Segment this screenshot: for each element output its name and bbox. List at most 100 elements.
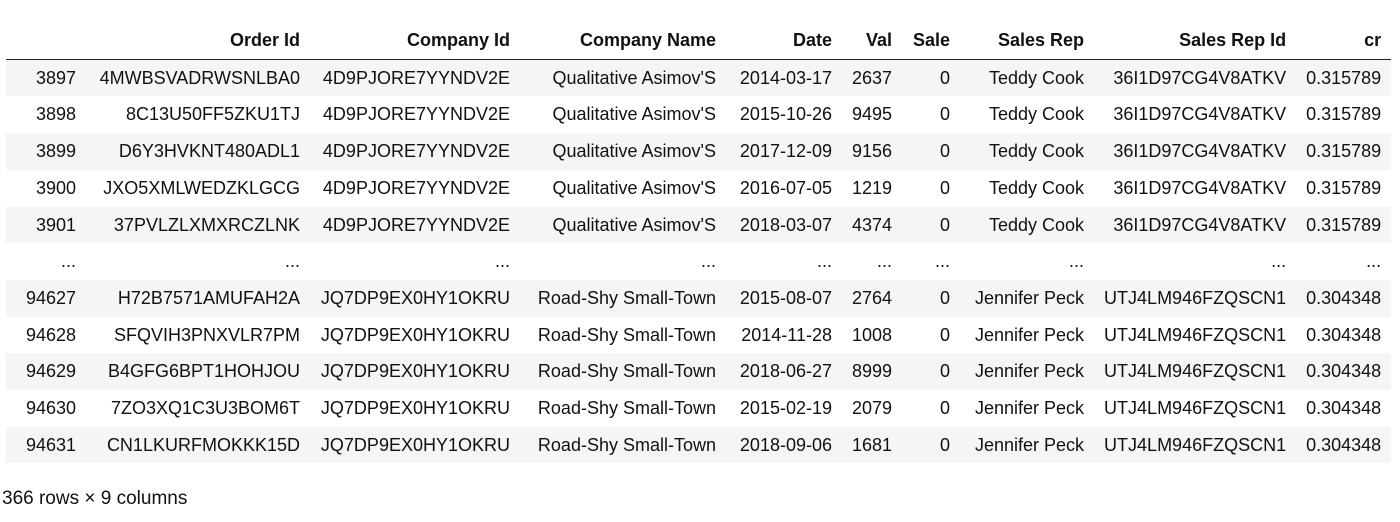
cell-company-id: ... [494,251,510,272]
dataframe-table: Order Id Company Id Company Name Date Va… [6,22,1392,464]
cell-sales-rep-id: 36I1D97CG4V8ATKV [1113,104,1287,125]
cell-index: 94627 [25,287,76,308]
cell-sale: 0 [940,398,951,419]
header-sale: Sale [902,22,961,60]
cell-sale: ... [935,251,951,272]
cell-date: 2014-03-17 [739,67,832,88]
cell-order-id: CN1LKURFMOKKK15D [106,434,300,455]
cell-order-id: 37PVLZLXMXRCZLNK [113,214,300,235]
cell-order-id: ... [284,251,300,272]
cell-cr: ... [1366,251,1382,272]
cell-order-id: 7ZO3XQ1C3U3BOM6T [110,398,300,419]
cell-date: 2015-10-26 [739,104,832,125]
cell-sale: 0 [940,434,951,455]
table-row: 3901 37PVLZLXMXRCZLNK 4D9PJORE7YYNDV2E Qual… [6,206,1392,244]
cell-val: 1008 [852,324,893,345]
cell-index: 3898 [35,104,76,125]
cell-sales-rep: ... [1069,251,1085,272]
cell-val: 8999 [852,361,893,382]
cell-date: ... [816,251,832,272]
header-cr: cr [1296,22,1392,60]
header-val: Val [842,22,903,60]
cell-sales-rep-id: 36I1D97CG4V8ATKV [1113,214,1287,235]
cell-sales-rep: Jennifer Peck [974,398,1085,419]
header-sales-rep: Sales Rep [960,22,1095,60]
cell-sales-rep-id: UTJ4LM946FZQSCN1 [1104,398,1287,419]
cell-sales-rep-id: UTJ4LM946FZQSCN1 [1104,287,1287,308]
cell-date: 2017-12-09 [739,141,832,162]
cell-date: 2015-02-19 [739,398,832,419]
cell-sales-rep: Teddy Cook [988,141,1085,162]
table-row: 3900 JXO5XMLWEDZKLGCG 4D9PJORE7YYNDV2E Qual… [6,169,1392,207]
cell-index: ... [60,251,76,272]
cell-sale: 0 [940,287,951,308]
cell-company-name: Qualitative Asimov'S [552,141,716,162]
cell-val: 1219 [852,177,893,198]
cell-val: 2764 [852,287,893,308]
table-row: 94629 B4GFG6BPT1HOHJOU JQ7DP9EX0HY1OKRU Roa… [6,353,1392,391]
cell-sales-rep: Jennifer Peck [974,324,1085,345]
cell-sale: 0 [940,361,951,382]
cell-cr: 0.315789 [1306,104,1382,125]
table-row: 3899 D6Y3HVKNT480ADL1 4D9PJORE7YYNDV2E Qual… [6,133,1392,170]
cell-index: 94628 [25,324,76,345]
dataframe-shape-summary: 366 rows × 9 columns [2,488,188,509]
cell-val: ... [877,251,893,272]
cell-cr: 0.304348 [1306,361,1382,382]
cell-sales-rep: Teddy Cook [988,214,1085,235]
cell-company-id: JQ7DP9EX0HY1OKRU [320,287,510,308]
cell-order-id: B4GFG6BPT1HOHJOU [107,361,300,382]
cell-order-id: 8C13U50FF5ZKU1TJ [125,104,300,125]
cell-company-id: JQ7DP9EX0HY1OKRU [320,398,510,419]
cell-order-id: D6Y3HVKNT480ADL1 [118,141,300,162]
cell-company-name: Road-Shy Small-Town [537,324,716,345]
cell-date: 2014-11-28 [741,324,832,345]
cell-sales-rep-id: 36I1D97CG4V8ATKV [1113,67,1287,88]
cell-company-name: Road-Shy Small-Town [537,434,716,455]
header-row: Order Id Company Id Company Name Date Va… [6,22,1392,60]
cell-index: 3897 [35,67,76,88]
cell-company-id: 4D9PJORE7YYNDV2E [322,67,510,88]
cell-company-name: ... [700,251,716,272]
cell-val: 2079 [852,398,893,419]
cell-date: 2016-07-05 [739,177,832,198]
cell-company-id: JQ7DP9EX0HY1OKRU [320,434,510,455]
cell-sales-rep-id: UTJ4LM946FZQSCN1 [1104,434,1287,455]
cell-date: 2015-08-07 [739,287,832,308]
cell-sales-rep-id: UTJ4LM946FZQSCN1 [1104,324,1287,345]
cell-date: 2018-09-06 [739,434,832,455]
cell-sales-rep: Teddy Cook [988,67,1085,88]
cell-cr: 0.315789 [1306,141,1382,162]
cell-index: 94631 [25,434,76,455]
cell-sale: 0 [940,67,951,88]
cell-company-id: JQ7DP9EX0HY1OKRU [320,361,510,382]
cell-val: 9495 [852,104,893,125]
cell-val: 1681 [852,434,893,455]
cell-sales-rep-id: 36I1D97CG4V8ATKV [1113,177,1287,198]
cell-cr: 0.304348 [1306,434,1382,455]
cell-cr: 0.315789 [1306,177,1382,198]
cell-sales-rep-id: UTJ4LM946FZQSCN1 [1104,361,1287,382]
cell-index: 3899 [35,141,76,162]
table-row: 3897 4MWBSVADRWSNLBA0 4D9PJORE7YYNDV2E Qual… [6,59,1392,97]
cell-company-name: Road-Shy Small-Town [537,361,716,382]
cell-cr: 0.304348 [1306,398,1382,419]
table-row: .............................. [6,243,1392,280]
header-sales-rep-id: Sales Rep Id [1094,22,1297,60]
cell-index: 3900 [35,177,76,198]
cell-sales-rep-id: 36I1D97CG4V8ATKV [1113,141,1287,162]
cell-company-id: 4D9PJORE7YYNDV2E [322,177,510,198]
header-date: Date [726,22,842,60]
cell-company-name: Qualitative Asimov'S [552,177,716,198]
cell-cr: 0.304348 [1306,287,1382,308]
header-index [6,22,86,60]
cell-sales-rep: Teddy Cook [988,177,1085,198]
cell-company-id: 4D9PJORE7YYNDV2E [322,104,510,125]
table-row: 94631 CN1LKURFMOKKK15D JQ7DP9EX0HY1OKRU Roa… [6,426,1392,464]
cell-index: 3901 [35,214,76,235]
cell-cr: 0.304348 [1306,324,1382,345]
cell-sale: 0 [940,177,951,198]
cell-date: 2018-06-27 [739,361,832,382]
cell-sales-rep: Teddy Cook [988,104,1085,125]
cell-cr: 0.315789 [1306,67,1382,88]
